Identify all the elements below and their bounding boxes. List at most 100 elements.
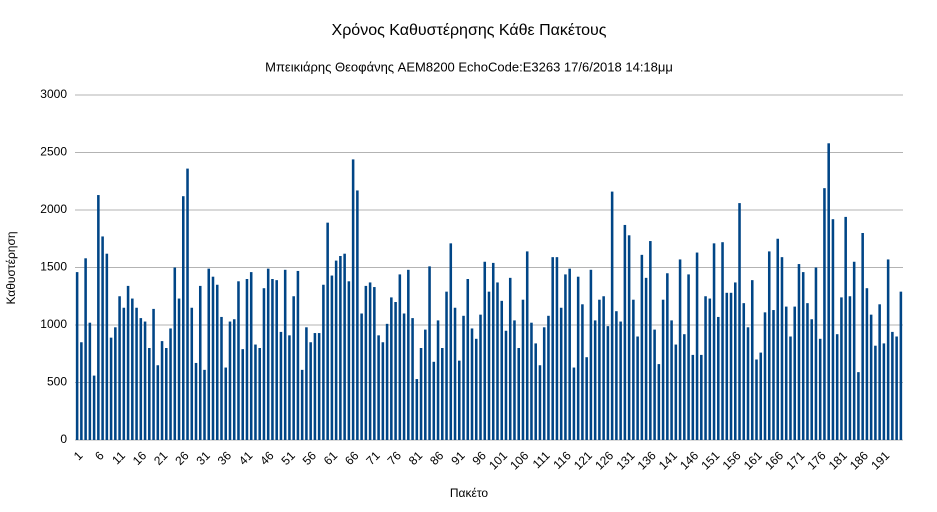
bar [687, 274, 690, 440]
bar [725, 292, 729, 440]
bar [517, 348, 520, 440]
bar [249, 272, 253, 440]
bar [619, 321, 622, 440]
bar [878, 304, 881, 440]
bar [827, 143, 830, 441]
x-tick-label: 191 [868, 448, 892, 472]
bar [313, 333, 317, 440]
bar [334, 260, 338, 440]
bar [88, 322, 92, 440]
bar [865, 288, 869, 440]
x-tick-label: 111 [530, 448, 553, 471]
x-tick-label: 121 [571, 448, 595, 472]
x-tick-label: 76 [385, 448, 405, 468]
bar [326, 222, 329, 440]
bar [644, 277, 648, 440]
bar [148, 348, 151, 440]
bar [441, 348, 444, 440]
x-tick-label: 151 [698, 448, 722, 472]
bar [402, 313, 406, 440]
bar [882, 343, 886, 440]
bar [436, 320, 440, 440]
bar [538, 365, 542, 440]
bar [585, 357, 588, 440]
bar [385, 323, 389, 440]
bar [203, 369, 206, 440]
bar [874, 345, 877, 440]
bar [118, 296, 121, 440]
y-tick-label: 1500 [40, 260, 67, 274]
bar [156, 365, 160, 440]
bar [300, 369, 304, 440]
bar [215, 284, 219, 440]
bar [666, 273, 669, 440]
bar [453, 307, 457, 440]
bar [288, 335, 291, 440]
bar [704, 296, 707, 440]
x-tick-label: 116 [550, 448, 574, 472]
bar [810, 319, 813, 440]
bar [432, 361, 436, 440]
bar [491, 262, 495, 440]
bar [814, 267, 818, 440]
bar [750, 280, 754, 440]
bar [241, 349, 244, 440]
bar [857, 372, 860, 440]
bar [504, 330, 508, 440]
chart-subtitle: Μπεικιάρης Θεοφάνης AEM8200 EchoCode:E32… [265, 59, 673, 74]
bar [649, 241, 652, 440]
bar [623, 224, 627, 440]
bar [296, 270, 300, 440]
bar [695, 252, 699, 440]
x-axis-title: Πακέτο [450, 486, 489, 500]
bar [806, 303, 809, 440]
bar [122, 307, 126, 440]
bar [458, 360, 461, 440]
bar [339, 256, 342, 440]
bar [678, 259, 682, 440]
x-tick-label: 56 [300, 448, 320, 468]
bar [479, 314, 482, 440]
bar [564, 274, 567, 440]
bar [801, 272, 805, 440]
bar [160, 341, 164, 440]
x-tick-label: 6 [92, 448, 107, 463]
bar [708, 298, 712, 440]
x-tick-label: 186 [847, 448, 871, 472]
y-tick-label: 2000 [40, 202, 67, 216]
bar [109, 337, 113, 440]
bar [738, 203, 741, 440]
bar [525, 251, 529, 440]
x-tick-label: 81 [406, 448, 426, 468]
bar [508, 277, 512, 440]
bar [534, 343, 537, 440]
bar [309, 342, 312, 440]
bar [322, 284, 325, 440]
bar [305, 327, 308, 440]
bar [173, 267, 177, 440]
bar [419, 348, 423, 440]
bar [840, 297, 843, 440]
bar [262, 288, 266, 440]
bar [470, 328, 474, 440]
x-tick-label: 131 [613, 448, 637, 472]
bar [513, 320, 516, 440]
x-tick-label: 161 [741, 448, 765, 472]
bar [364, 285, 368, 440]
chart-title: Χρόνος Καθυστέρησης Κάθε Πακέτους [332, 22, 607, 39]
bar [75, 272, 79, 440]
bar [844, 216, 847, 440]
bar [390, 297, 393, 440]
x-tick-label: 141 [656, 448, 680, 472]
bar [500, 300, 504, 440]
bar [126, 285, 130, 440]
bar [746, 327, 750, 440]
x-tick-label: 106 [507, 448, 531, 472]
x-tick-label: 136 [635, 448, 659, 472]
bar [593, 320, 597, 440]
bar [831, 219, 835, 440]
bar [394, 302, 397, 440]
x-tick-label: 46 [257, 448, 277, 468]
bar [105, 253, 109, 440]
x-tick-label: 26 [172, 448, 192, 468]
